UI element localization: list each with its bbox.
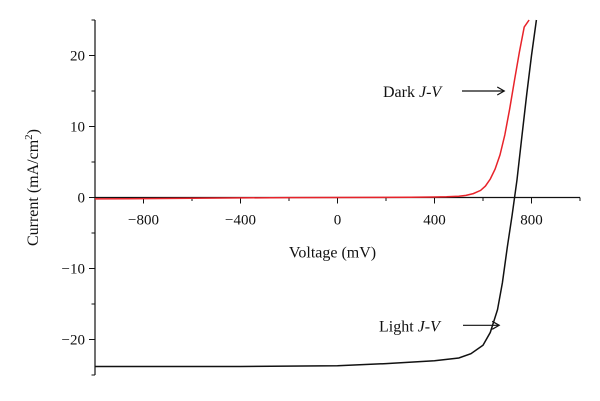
dark-jv-arrowhead — [496, 86, 506, 96]
x-tick-label: −800 — [128, 213, 159, 229]
y-ticks: 20 10 0 −10 −20 — [62, 19, 95, 376]
y-tick-label: 0 — [78, 191, 86, 207]
y-tick-label: −10 — [62, 262, 85, 278]
light-jv-series-line — [95, 19, 538, 368]
x-tick-label: −400 — [225, 213, 256, 229]
dark-jv-series-line — [94, 19, 530, 200]
annotations: Dark J-V Light J-V — [379, 84, 506, 335]
y-axis-label: Current (mA/cm2) — [23, 129, 42, 246]
y-tick-label: −20 — [62, 333, 85, 349]
y-tick-label: 10 — [70, 120, 85, 136]
x-tick-label: 800 — [520, 213, 543, 229]
light-jv-annotation: Light J-V — [379, 318, 442, 335]
light-jv-arrowhead — [491, 320, 501, 330]
x-ticks: −800 −400 0 400 800 — [94, 197, 581, 229]
y-tick-label: 20 — [70, 49, 85, 65]
x-tick-label: 0 — [334, 213, 342, 229]
dark-jv-annotation: Dark J-V — [383, 84, 443, 101]
x-tick-label: 400 — [423, 213, 446, 229]
x-axis-label: Voltage (mV) — [289, 245, 376, 262]
